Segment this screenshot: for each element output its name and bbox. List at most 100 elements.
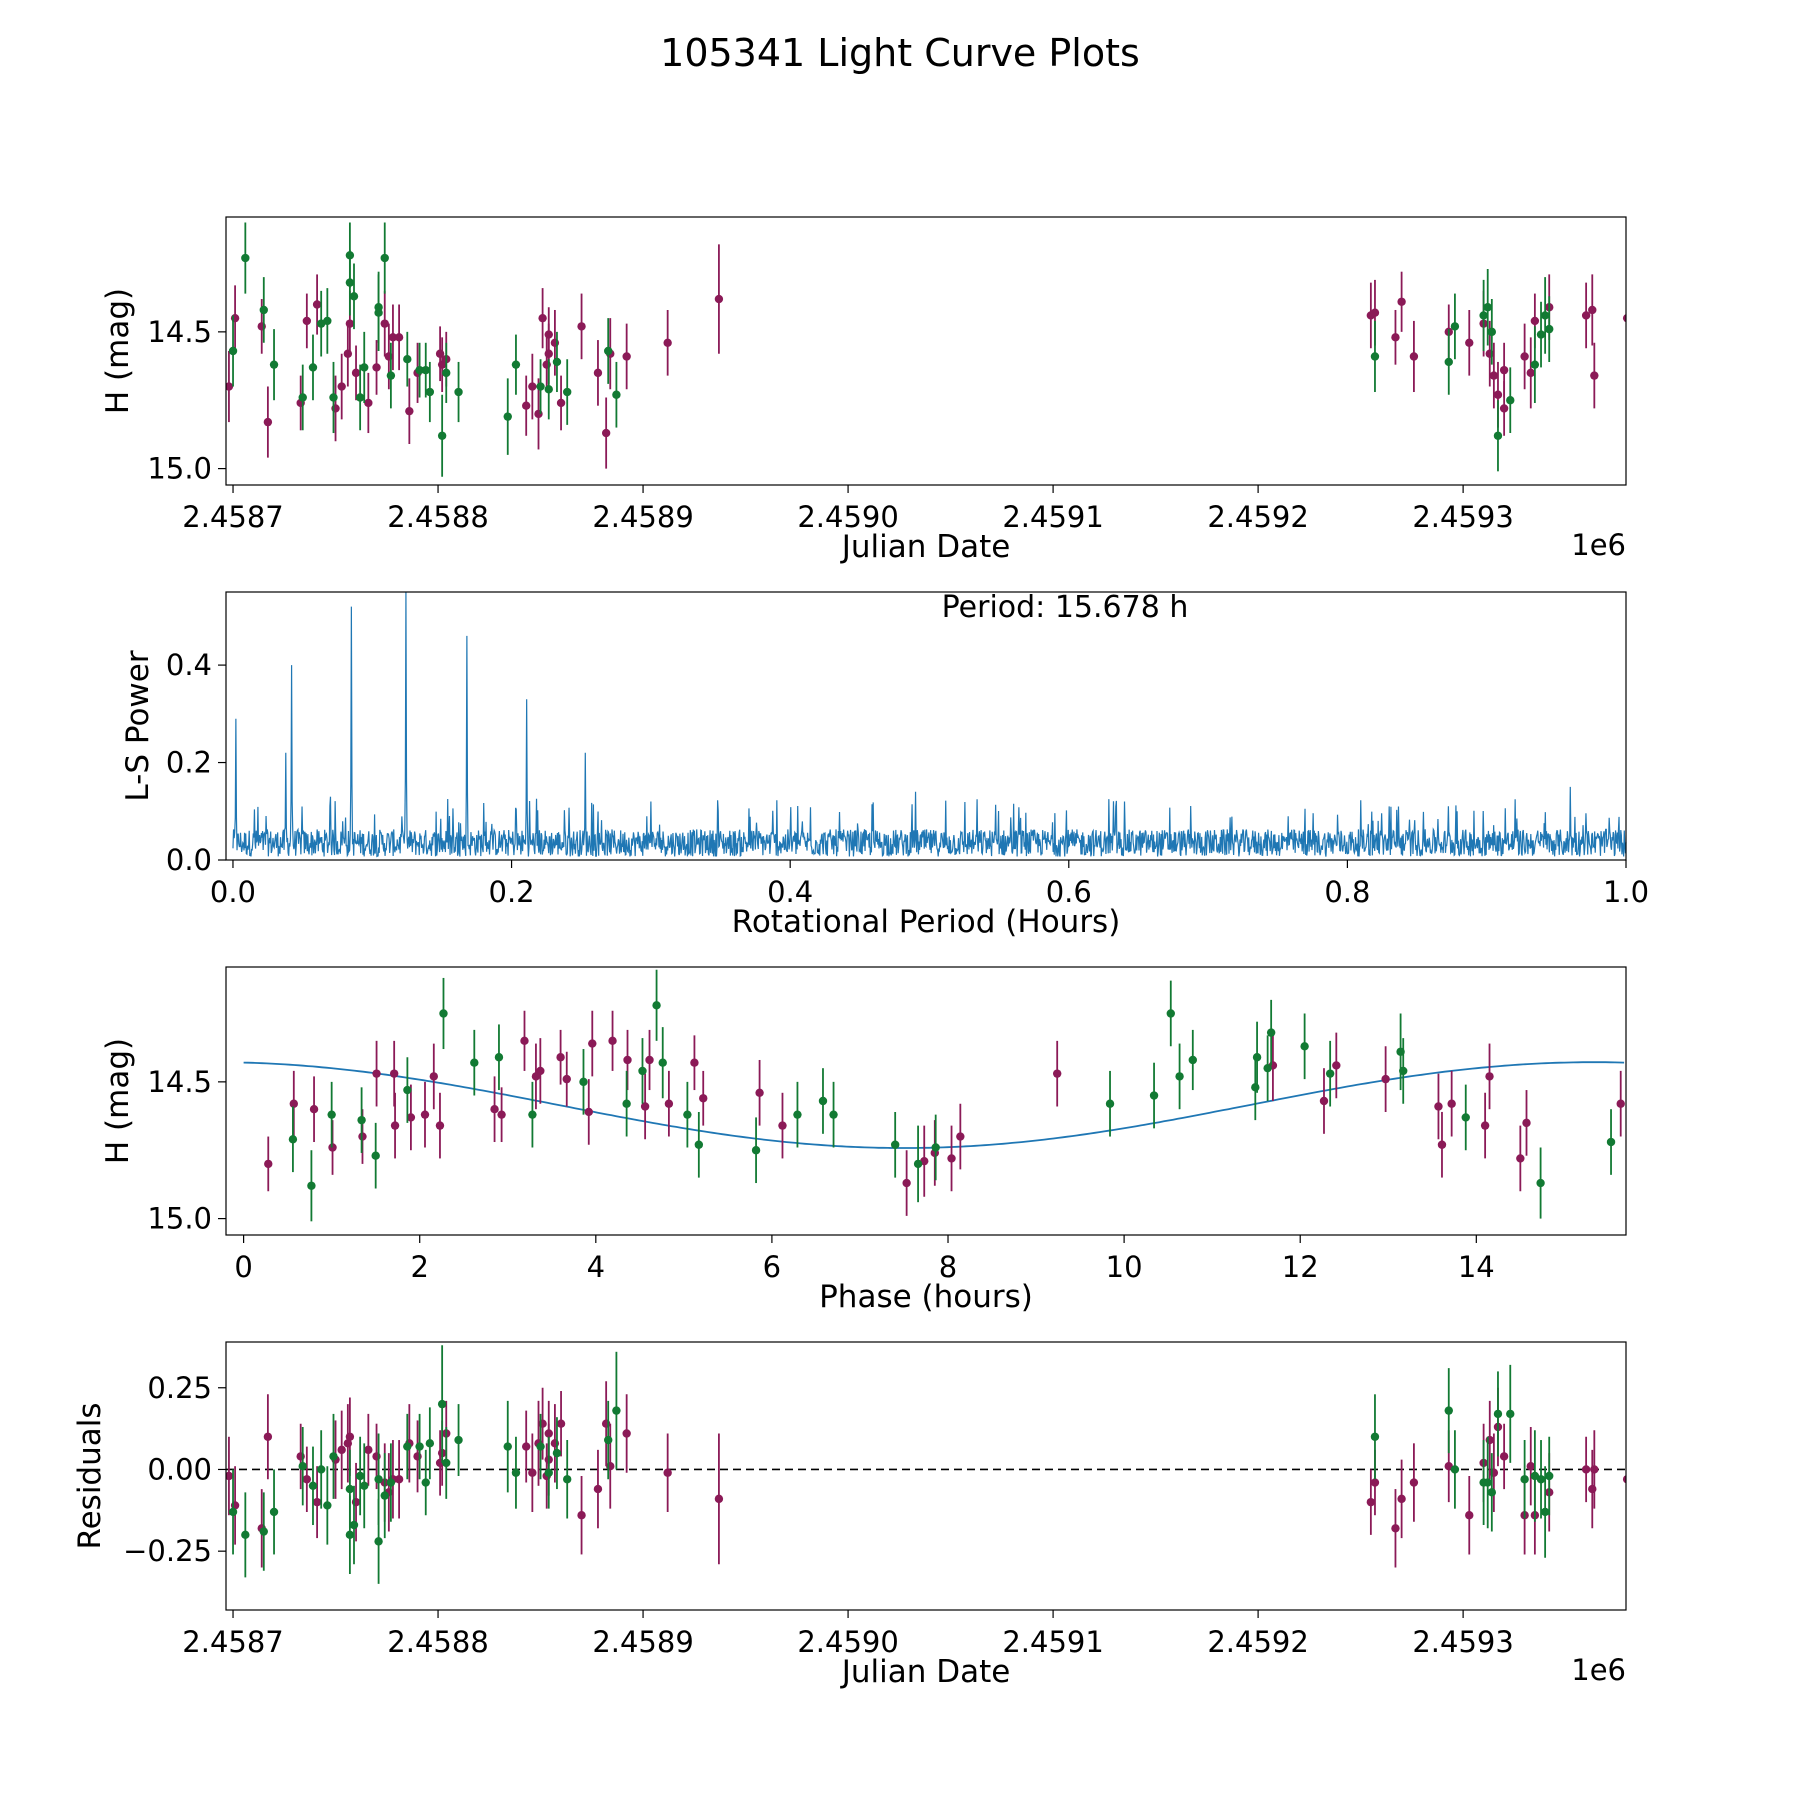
- data-point: [528, 1468, 537, 1477]
- data-point: [699, 1094, 708, 1103]
- data-point: [1526, 1461, 1535, 1471]
- data-point: [1530, 360, 1540, 369]
- data-point: [329, 1452, 338, 1461]
- data-point: [269, 1507, 279, 1517]
- data-point: [1540, 1507, 1550, 1517]
- data-point: [663, 1468, 672, 1477]
- data-point: [380, 253, 389, 263]
- data-point: [323, 1501, 332, 1510]
- x-tick-label: 2.4593: [1412, 500, 1513, 534]
- data-point: [405, 406, 414, 416]
- data-point: [584, 1107, 593, 1117]
- x-tick-label: 1.0: [1603, 875, 1649, 909]
- data-point: [259, 305, 268, 315]
- data-point: [902, 1178, 911, 1188]
- data-point: [552, 1448, 562, 1458]
- data-point: [1493, 390, 1503, 399]
- data-point: [437, 431, 447, 440]
- data-point: [1399, 1066, 1408, 1076]
- x-tick-label: 10: [1106, 1250, 1143, 1284]
- data-point: [345, 278, 355, 287]
- x-tick-label: 2.4590: [797, 1625, 898, 1659]
- data-point: [1149, 1091, 1159, 1100]
- data-point: [563, 1475, 572, 1484]
- data-point: [588, 1039, 597, 1048]
- data-point: [622, 352, 631, 361]
- y-tick-label: 0.00: [147, 1452, 212, 1486]
- data-point: [622, 1429, 631, 1438]
- data-point: [264, 1159, 273, 1169]
- data-point: [421, 365, 430, 375]
- data-point: [345, 1432, 355, 1441]
- data-point: [494, 1053, 504, 1062]
- data-point: [1465, 1511, 1474, 1520]
- data-point: [1616, 1099, 1625, 1108]
- x-tick-label: 6: [763, 1250, 781, 1284]
- data-point: [714, 1494, 724, 1504]
- data-point: [1536, 1475, 1546, 1484]
- data-point: [435, 1121, 445, 1130]
- data-point: [1397, 1494, 1406, 1504]
- x-tick-label: 2.4589: [592, 500, 693, 534]
- data-point: [1052, 1069, 1062, 1078]
- y-tick-label: −0.25: [123, 1534, 212, 1568]
- data-point: [612, 1406, 621, 1415]
- data-point: [497, 1110, 506, 1119]
- data-point: [608, 1036, 617, 1046]
- data-point: [947, 1154, 956, 1163]
- data-point: [1506, 396, 1515, 405]
- data-point: [593, 1484, 603, 1494]
- x-tick-label: 8: [939, 1250, 957, 1284]
- data-point: [228, 1507, 238, 1517]
- data-point: [1370, 1478, 1380, 1487]
- data-point: [511, 1468, 521, 1477]
- data-point: [1493, 431, 1503, 440]
- data-point: [337, 1445, 346, 1455]
- data-point: [536, 382, 545, 391]
- data-point: [1434, 1102, 1443, 1111]
- data-point: [1366, 1497, 1376, 1507]
- data-point: [579, 1077, 588, 1087]
- data-point: [1409, 1478, 1419, 1487]
- data-point: [372, 1069, 381, 1078]
- data-point: [403, 1442, 412, 1451]
- data-point: [337, 382, 346, 391]
- plot-contents: [226, 1345, 1626, 1584]
- data-point: [1252, 1053, 1262, 1062]
- periodogram-x-label: Rotational Period (Hours): [732, 904, 1121, 940]
- x-tick-label: 2.4587: [182, 1625, 283, 1659]
- data-point: [1581, 311, 1591, 320]
- data-point: [308, 363, 318, 372]
- residuals-frame: [225, 1341, 1627, 1611]
- data-point: [1437, 1140, 1447, 1149]
- lightcurve-y-label: H (mag): [100, 288, 136, 414]
- data-point: [329, 393, 338, 402]
- data-point: [1175, 1072, 1184, 1081]
- data-point: [364, 1445, 373, 1455]
- residuals-plot-area: [226, 1345, 1626, 1584]
- data-point: [818, 1096, 828, 1106]
- data-point: [1391, 1524, 1400, 1533]
- data-point: [1319, 1096, 1329, 1106]
- data-point: [658, 1058, 667, 1067]
- data-point: [263, 417, 273, 427]
- data-point: [1391, 333, 1400, 342]
- data-point: [1444, 1406, 1453, 1415]
- data-point: [793, 1110, 802, 1119]
- data-point: [1506, 1409, 1515, 1419]
- x-tick-label: 2.4591: [1002, 1625, 1103, 1659]
- data-point: [956, 1132, 965, 1141]
- data-point: [241, 253, 250, 263]
- x-tick-label: 12: [1282, 1250, 1319, 1284]
- phased-frame: [225, 966, 1627, 1236]
- y-tick-label: 15.0: [147, 452, 212, 486]
- x-tick-label: 0.8: [1324, 875, 1370, 909]
- phased-y-label: H (mag): [100, 1038, 136, 1164]
- data-point: [1499, 365, 1509, 375]
- data-point: [528, 382, 537, 391]
- x-tick-label: 2.4590: [797, 500, 898, 534]
- data-point: [531, 1072, 541, 1081]
- data-point: [316, 1465, 326, 1474]
